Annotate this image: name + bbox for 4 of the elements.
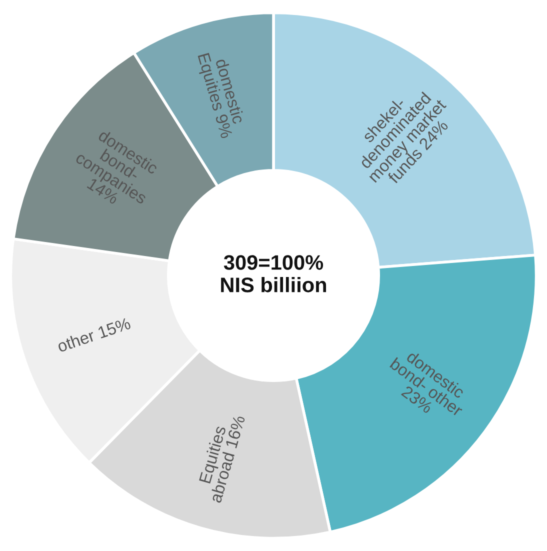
slice-label: domestic Equities 9% <box>194 52 246 140</box>
slice-label: Equities abroad 16% <box>198 414 246 504</box>
text: 309=100% NIS billiion <box>221 255 326 292</box>
slice-label: other 15% <box>56 316 132 352</box>
